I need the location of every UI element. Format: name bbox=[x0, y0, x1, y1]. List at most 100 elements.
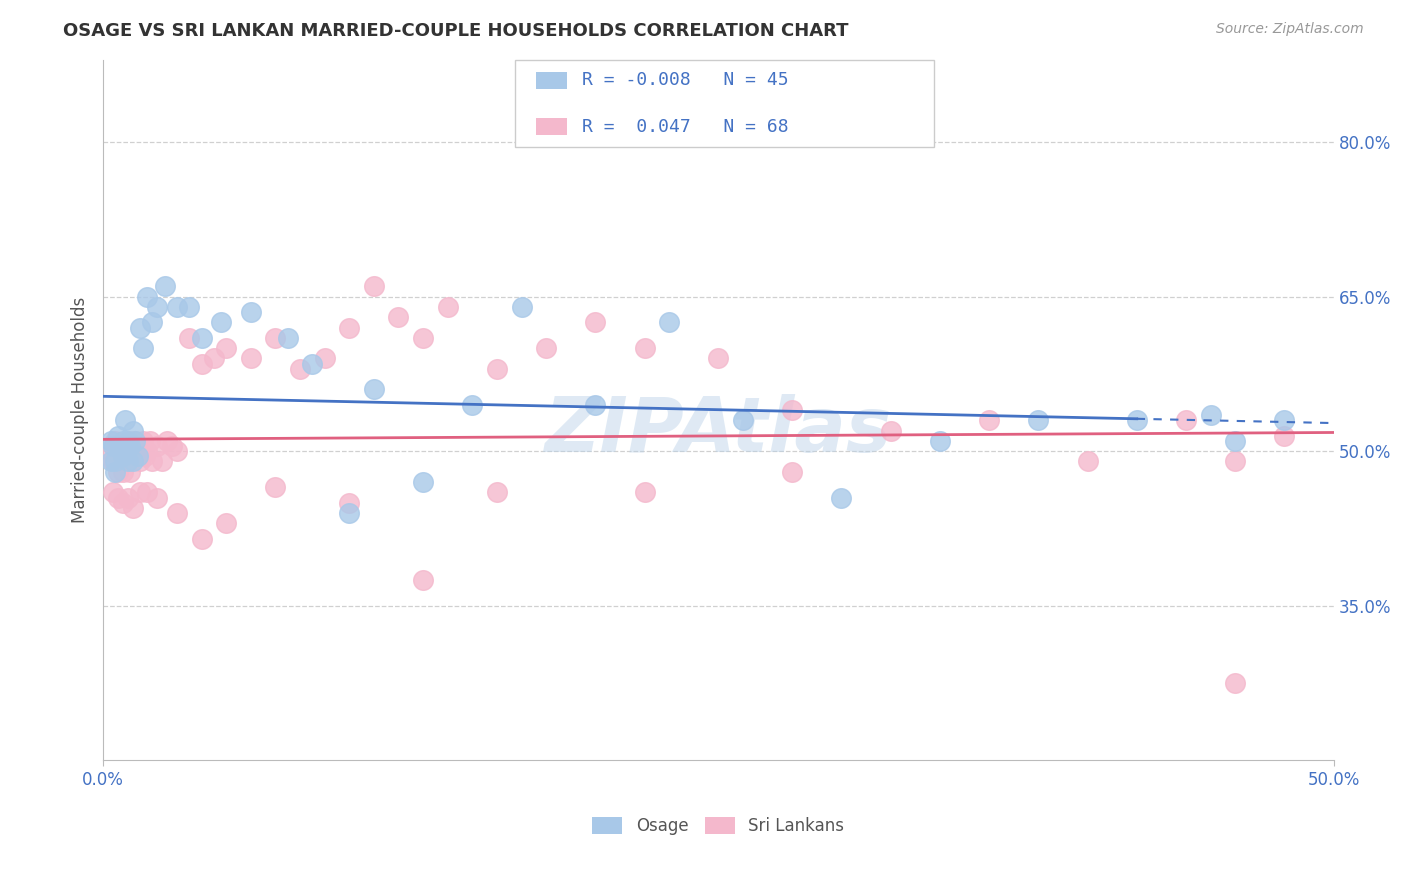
Text: R =  0.047   N = 68: R = 0.047 N = 68 bbox=[582, 118, 789, 136]
Point bbox=[124, 434, 146, 448]
Point bbox=[114, 413, 136, 427]
Point bbox=[141, 315, 163, 329]
Point bbox=[179, 331, 201, 345]
Point bbox=[104, 454, 127, 468]
Point bbox=[239, 305, 262, 319]
Point bbox=[117, 434, 139, 448]
Point bbox=[131, 341, 153, 355]
Point bbox=[1126, 413, 1149, 427]
Point bbox=[100, 454, 122, 468]
Point bbox=[928, 434, 950, 448]
Point bbox=[121, 450, 143, 464]
Point bbox=[337, 506, 360, 520]
Point bbox=[100, 434, 122, 448]
Point bbox=[121, 500, 143, 515]
Point bbox=[100, 444, 122, 458]
Point bbox=[215, 341, 238, 355]
Text: Source: ZipAtlas.com: Source: ZipAtlas.com bbox=[1216, 22, 1364, 37]
Point bbox=[412, 331, 434, 345]
Point bbox=[117, 454, 139, 468]
Point bbox=[707, 351, 730, 366]
Point bbox=[583, 398, 606, 412]
FancyBboxPatch shape bbox=[516, 60, 934, 147]
Point bbox=[146, 491, 169, 505]
Point bbox=[412, 573, 434, 587]
Point bbox=[166, 300, 188, 314]
Point bbox=[117, 491, 139, 505]
Point bbox=[977, 413, 1000, 427]
Point bbox=[139, 434, 162, 448]
Point bbox=[583, 315, 606, 329]
Point bbox=[124, 434, 146, 448]
Point bbox=[277, 331, 299, 345]
Point bbox=[111, 450, 134, 464]
Point bbox=[153, 279, 176, 293]
Point bbox=[314, 351, 336, 366]
Point bbox=[101, 454, 124, 468]
Point bbox=[190, 331, 212, 345]
Point bbox=[436, 300, 458, 314]
Point bbox=[160, 439, 183, 453]
Point bbox=[107, 465, 129, 479]
Y-axis label: Married-couple Households: Married-couple Households bbox=[72, 297, 89, 523]
Point bbox=[166, 506, 188, 520]
Point bbox=[264, 331, 287, 345]
Point bbox=[156, 434, 179, 448]
Point bbox=[107, 428, 129, 442]
Point bbox=[510, 300, 533, 314]
Point bbox=[111, 465, 134, 479]
Point bbox=[107, 491, 129, 505]
Point bbox=[190, 532, 212, 546]
Point bbox=[879, 424, 901, 438]
Point bbox=[1225, 434, 1247, 448]
Point bbox=[166, 444, 188, 458]
Point bbox=[209, 315, 232, 329]
Text: OSAGE VS SRI LANKAN MARRIED-COUPLE HOUSEHOLDS CORRELATION CHART: OSAGE VS SRI LANKAN MARRIED-COUPLE HOUSE… bbox=[63, 22, 849, 40]
Point bbox=[633, 485, 655, 500]
Point bbox=[780, 403, 803, 417]
Point bbox=[301, 357, 323, 371]
Point bbox=[190, 357, 212, 371]
Point bbox=[127, 450, 149, 464]
Point bbox=[136, 485, 159, 500]
Point bbox=[136, 444, 159, 458]
Point bbox=[179, 300, 201, 314]
Point bbox=[129, 320, 152, 334]
Point bbox=[461, 398, 484, 412]
Point bbox=[121, 424, 143, 438]
Point bbox=[731, 413, 754, 427]
Point bbox=[101, 485, 124, 500]
Point bbox=[780, 465, 803, 479]
Point bbox=[110, 444, 132, 458]
Point bbox=[120, 439, 142, 453]
Point bbox=[136, 290, 159, 304]
Point bbox=[111, 450, 134, 464]
Point bbox=[485, 361, 508, 376]
Point bbox=[104, 465, 127, 479]
Point bbox=[114, 439, 136, 453]
Point bbox=[127, 439, 149, 453]
FancyBboxPatch shape bbox=[536, 118, 567, 136]
Point bbox=[264, 480, 287, 494]
Point bbox=[337, 496, 360, 510]
Point bbox=[104, 434, 127, 448]
Point bbox=[363, 279, 385, 293]
Point bbox=[412, 475, 434, 489]
Text: ZIPAtlas: ZIPAtlas bbox=[544, 394, 891, 468]
Point bbox=[363, 382, 385, 396]
Point bbox=[120, 465, 142, 479]
FancyBboxPatch shape bbox=[536, 71, 567, 89]
Point bbox=[288, 361, 311, 376]
Point bbox=[1026, 413, 1049, 427]
Point bbox=[111, 496, 134, 510]
Point bbox=[830, 491, 852, 505]
Point bbox=[337, 320, 360, 334]
Text: R = -0.008   N = 45: R = -0.008 N = 45 bbox=[582, 71, 789, 89]
Point bbox=[239, 351, 262, 366]
Point bbox=[121, 454, 143, 468]
Point bbox=[202, 351, 225, 366]
Point bbox=[146, 300, 169, 314]
Point bbox=[1274, 428, 1296, 442]
Point bbox=[387, 310, 409, 325]
Point bbox=[1274, 413, 1296, 427]
